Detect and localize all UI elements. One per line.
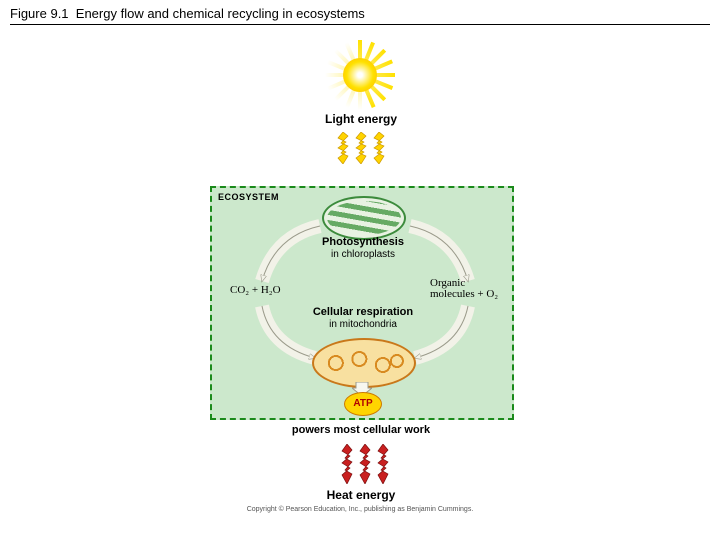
copyright-text: Copyright © Pearson Education, Inc., pub… — [160, 506, 560, 526]
light-arrow-icon — [336, 132, 350, 164]
light-arrow-icon — [372, 132, 386, 164]
diagram-container: Light energy ECOSYSTEM Photosynthesis in… — [160, 40, 560, 530]
figure-number: Figure 9.1 — [10, 6, 69, 21]
atp-badge: ATP — [344, 392, 382, 416]
organic-o2-label: Organic molecules + O₂ — [430, 278, 498, 300]
heat-arrow-icon — [340, 444, 354, 484]
powers-label: powers most cellular work — [286, 424, 436, 436]
cellular-respiration-label: Cellular respiration in mitochondria — [288, 306, 438, 330]
co2-h2o-label: CO₂ + H₂O — [230, 284, 281, 296]
heat-arrow-icon — [376, 444, 390, 484]
figure-title: Figure 9.1 Energy flow and chemical recy… — [10, 6, 710, 25]
mitochondrion-icon — [312, 338, 416, 388]
heat-energy-label: Heat energy — [286, 488, 436, 502]
light-energy-label: Light energy — [286, 112, 436, 126]
sun-icon — [325, 40, 395, 110]
light-arrow-icon — [354, 132, 368, 164]
figure-caption: Energy flow and chemical recycling in ec… — [76, 6, 365, 21]
ecosystem-box: ECOSYSTEM Photosynthesis in chloroplasts — [210, 186, 514, 420]
heat-arrow-icon — [358, 444, 372, 484]
